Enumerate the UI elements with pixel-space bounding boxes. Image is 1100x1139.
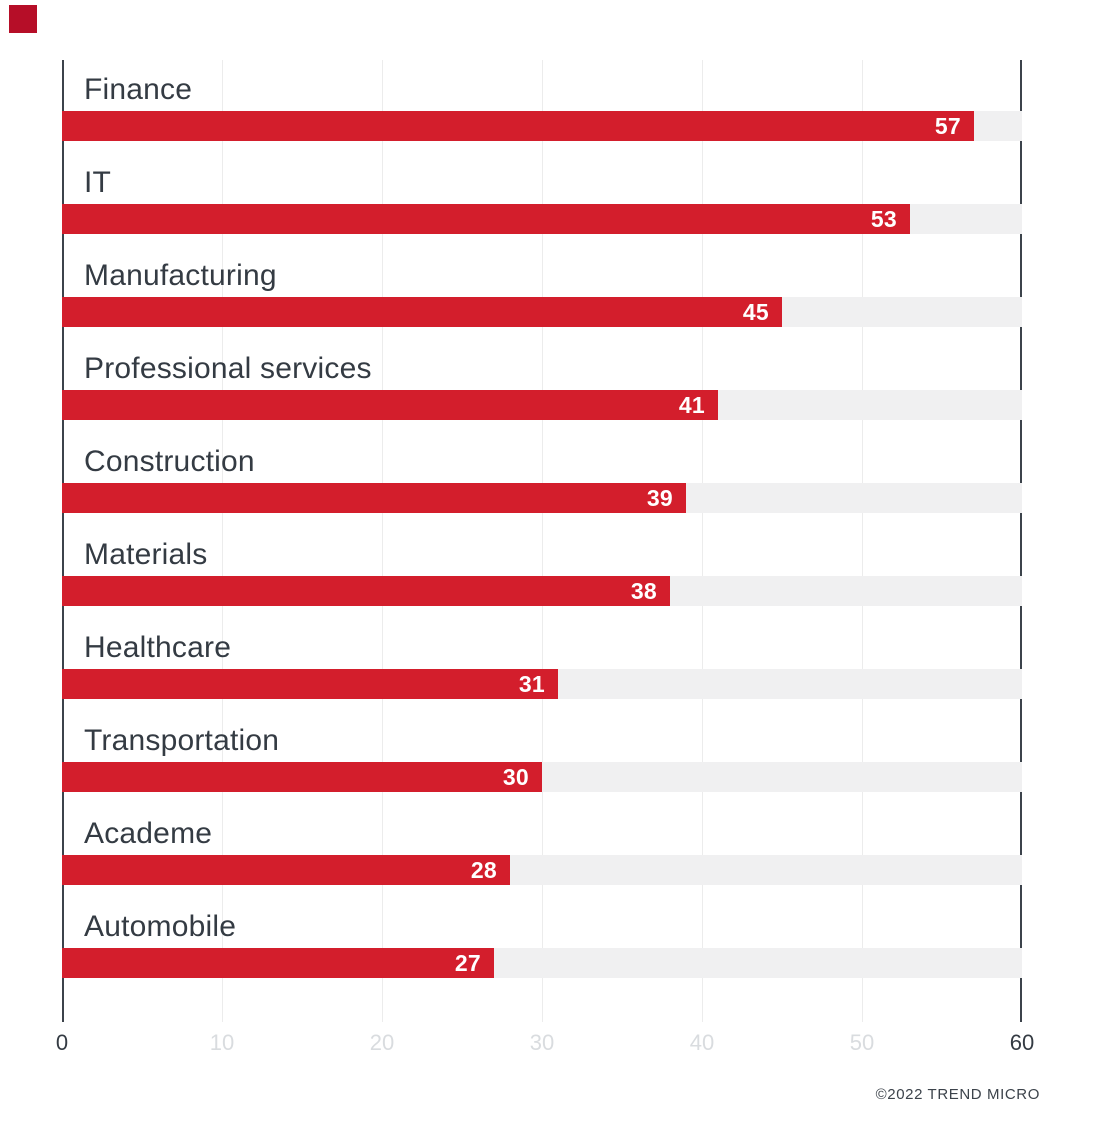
bar: 45 <box>62 297 782 327</box>
bar: 28 <box>62 855 510 885</box>
bar-value-label: 28 <box>470 856 497 883</box>
x-tick-label: 30 <box>529 1030 555 1055</box>
category-label: Healthcare <box>84 631 232 664</box>
bar: 31 <box>62 669 558 699</box>
category-label: Construction <box>84 445 255 478</box>
x-tick-label: 0 <box>55 1030 69 1055</box>
bar-value-label: 45 <box>742 298 769 325</box>
bar: 38 <box>62 576 670 606</box>
category-label: Automobile <box>84 910 237 943</box>
category-label: Materials <box>84 538 208 571</box>
grid-line <box>862 60 863 1022</box>
x-tick-label: 10 <box>209 1030 235 1055</box>
bar-chart-plot-area: Finance 57 IT 53 Manufacturing 45 Professional… <box>62 60 1022 1022</box>
category-label: Finance <box>84 73 193 106</box>
category-label: Professional services <box>84 352 372 385</box>
axis-line-right <box>1020 60 1022 1022</box>
bar-value-label: 30 <box>502 763 529 790</box>
bar-value-label: 57 <box>934 112 961 139</box>
bar-value-label: 39 <box>646 484 673 511</box>
bar: 30 <box>62 762 542 792</box>
x-tick-label: 60 <box>1009 1030 1035 1055</box>
grid-line <box>542 60 543 1022</box>
grid-line <box>702 60 703 1022</box>
grid-line <box>222 60 223 1022</box>
category-label: Transportation <box>84 724 280 757</box>
bar: 39 <box>62 483 686 513</box>
grid-line <box>382 60 383 1022</box>
category-label: Manufacturing <box>84 259 277 292</box>
bar-value-label: 53 <box>870 205 897 232</box>
x-tick-label: 50 <box>849 1030 875 1055</box>
copyright-credit: ©2022 TREND MICRO <box>875 1086 1040 1103</box>
bar-value-label: 27 <box>454 949 481 976</box>
x-tick-label: 40 <box>689 1030 715 1055</box>
brand-red-square <box>9 5 37 33</box>
category-label: IT <box>84 166 112 199</box>
bar: 57 <box>62 111 974 141</box>
bar-value-label: 31 <box>518 670 545 697</box>
category-label: Academe <box>84 817 213 850</box>
bar: 53 <box>62 204 910 234</box>
x-tick-label: 20 <box>369 1030 395 1055</box>
bar: 41 <box>62 390 718 420</box>
bar-value-label: 41 <box>678 391 705 418</box>
bar-value-label: 38 <box>630 577 657 604</box>
bar: 27 <box>62 948 494 978</box>
y-axis-line-left <box>62 60 64 1022</box>
